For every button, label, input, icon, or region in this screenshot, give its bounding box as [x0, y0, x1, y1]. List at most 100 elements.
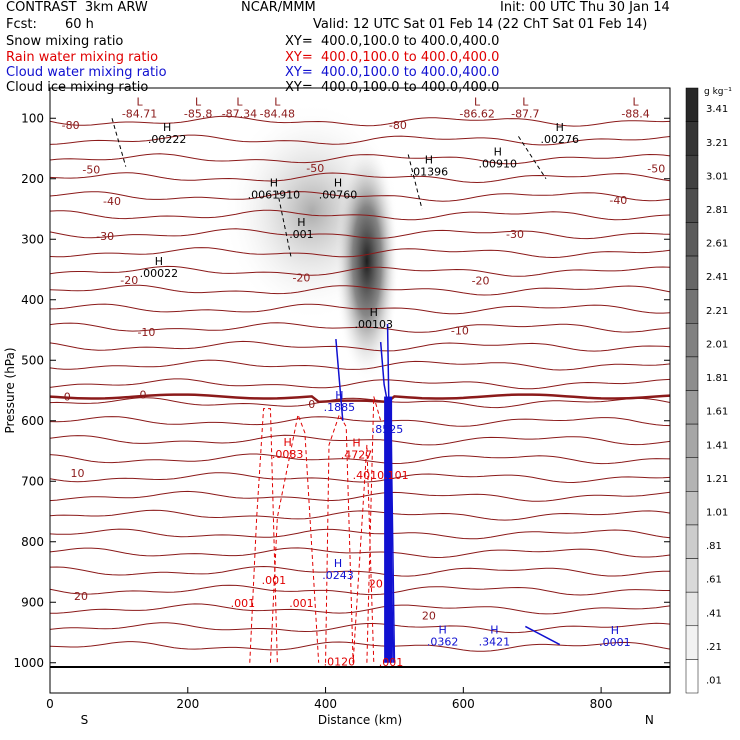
isotherm-label: -40 — [103, 195, 121, 208]
isotherm-line — [49, 472, 671, 484]
extremum-value: .00222 — [148, 133, 187, 146]
x-tick-label: 600 — [452, 697, 475, 711]
extremum-marker: L — [136, 95, 143, 108]
isotherm-line — [49, 528, 671, 540]
isotherm-line — [49, 209, 671, 221]
x-axis-title: Distance (km) — [318, 713, 402, 727]
extremum-marker: L — [522, 95, 529, 108]
extremum-value: .0001 — [599, 636, 631, 649]
extremum-value: -87.7 — [511, 107, 539, 120]
colorbar-label: .41 — [706, 608, 722, 619]
isotherm-label: -30 — [506, 228, 524, 241]
colorbar: 3.41 3.21 3.01 2.81 2.61 2.41 2.21 2.01 1.81 1.61… — [685, 87, 732, 694]
colorbar-cell — [685, 625, 699, 660]
rain-label: .001 — [379, 656, 404, 669]
forecast-label: Fcst: — [6, 17, 37, 32]
forecast-hours: 60 h — [65, 17, 94, 32]
colorbar-label: 2.21 — [706, 306, 728, 317]
extremum-value: .8525 — [372, 423, 404, 436]
isotherm-line — [49, 284, 671, 296]
extremum-value: .00760 — [319, 188, 358, 201]
field-rain-xy: XY= 400.0,100.0 to 400.0,400.0 — [285, 50, 500, 65]
contour-labels: L-84.71L-85.8L-87.34L-84.48L-86.62L-87.7… — [122, 95, 650, 669]
extremum-marker: H — [439, 624, 447, 637]
y-tick-label: 900 — [21, 595, 44, 609]
extremum-marker: H — [490, 624, 498, 637]
x-tick-label: 400 — [314, 697, 337, 711]
colorbar-cell — [685, 356, 699, 391]
isotherm-line — [49, 265, 671, 277]
extremum-value: -87.34 — [222, 107, 257, 120]
colorbar-cell — [685, 491, 699, 526]
y-tick-label: 400 — [21, 293, 44, 307]
temperature-isotherms: -80 -80 -50 -50 -50 -40 -40 -30 -30 -20 -20 -20 -10 -… — [49, 115, 671, 652]
isotherm-line — [49, 228, 671, 240]
isotherm-line — [49, 153, 671, 165]
isotherm-line — [49, 303, 671, 315]
colorbar-label: .01 — [706, 676, 722, 687]
isotherm-line — [49, 622, 671, 634]
extremum-value: -88.4 — [621, 107, 649, 120]
isotherm-line — [49, 322, 671, 333]
isotherm-label: -20 — [120, 274, 138, 287]
field-cloud-water-xy: XY= 400.0,100.0 to 400.0,400.0 — [285, 65, 500, 80]
init-time: Init: 00 UTC Thu 30 Jan 14 — [500, 0, 670, 15]
y-tick-label: 300 — [21, 232, 44, 246]
rain-label: .001 — [231, 597, 256, 610]
colorbar-cell — [685, 188, 699, 223]
isotherm-line — [49, 340, 671, 352]
extremum-marker: L — [274, 95, 281, 108]
cloud-water-contour — [524, 625, 561, 646]
cloud-water-contour — [335, 339, 344, 421]
isotherm-label: -50 — [306, 162, 324, 175]
isotherm-label: 20 — [422, 610, 436, 623]
rain-label: 20 — [369, 577, 383, 590]
extremum-marker: H — [284, 436, 292, 449]
isotherm-label: -40 — [609, 194, 627, 207]
colorbar-label: 3.21 — [706, 138, 728, 149]
colorbar-cell — [685, 524, 699, 559]
y-tick-label: 500 — [21, 353, 44, 367]
field-cloud-water-name: Cloud water mixing ratio — [6, 65, 167, 80]
cloud-ice-contour — [407, 154, 423, 210]
colorbar-unit: g kg⁻¹ — [704, 87, 732, 97]
extremum-marker: H — [334, 557, 342, 570]
colorbar-cell — [685, 659, 699, 694]
colorbar-cell — [685, 558, 699, 593]
y-axis-title: Pressure (hPa) — [3, 347, 17, 433]
extremum-marker: H — [383, 411, 391, 424]
isotherm-label: -30 — [96, 230, 114, 243]
extremum-marker: H — [335, 389, 343, 402]
colorbar-label: 1.21 — [706, 474, 728, 485]
rain-label: .001 — [262, 574, 287, 587]
extremum-marker: L — [195, 95, 202, 108]
plot-frame — [49, 87, 671, 694]
colorbar-cell — [685, 154, 699, 190]
extremum-value: .0243 — [322, 569, 354, 582]
colorbar-cell — [685, 423, 699, 458]
extremum-value: .0362 — [427, 636, 459, 649]
extremum-value: .00103 — [355, 318, 394, 331]
extremum-marker: L — [236, 95, 243, 108]
colorbar-label: .21 — [706, 642, 722, 653]
colorbar-label: .61 — [706, 575, 722, 586]
extremum-value: -86.62 — [459, 107, 494, 120]
isotherm-label: -80 — [62, 119, 80, 132]
colorbar-label: 1.01 — [706, 508, 728, 519]
field-snow-xy: XY= 400.0,100.0 to 400.0,400.0 — [285, 34, 500, 49]
colorbar-cell — [685, 289, 699, 324]
valid-time: Valid: 12 UTC Sat 01 Feb 14 (22 ChT Sat … — [313, 17, 648, 32]
colorbar-label: 1.81 — [706, 373, 728, 384]
snow-shading — [221, 100, 402, 383]
isotherm-label: 0 — [308, 398, 315, 411]
colorbar-cell — [685, 457, 699, 492]
extremum-value: .0061910 — [248, 188, 301, 201]
extremum-value: .001 — [289, 228, 314, 241]
colorbar-cell — [685, 222, 699, 257]
y-tick-label: 1000 — [13, 656, 44, 670]
model-title: CONTRAST 3km ARW — [6, 0, 148, 15]
extremum-value: -85.8 — [184, 107, 212, 120]
isotherm-line — [49, 115, 671, 127]
